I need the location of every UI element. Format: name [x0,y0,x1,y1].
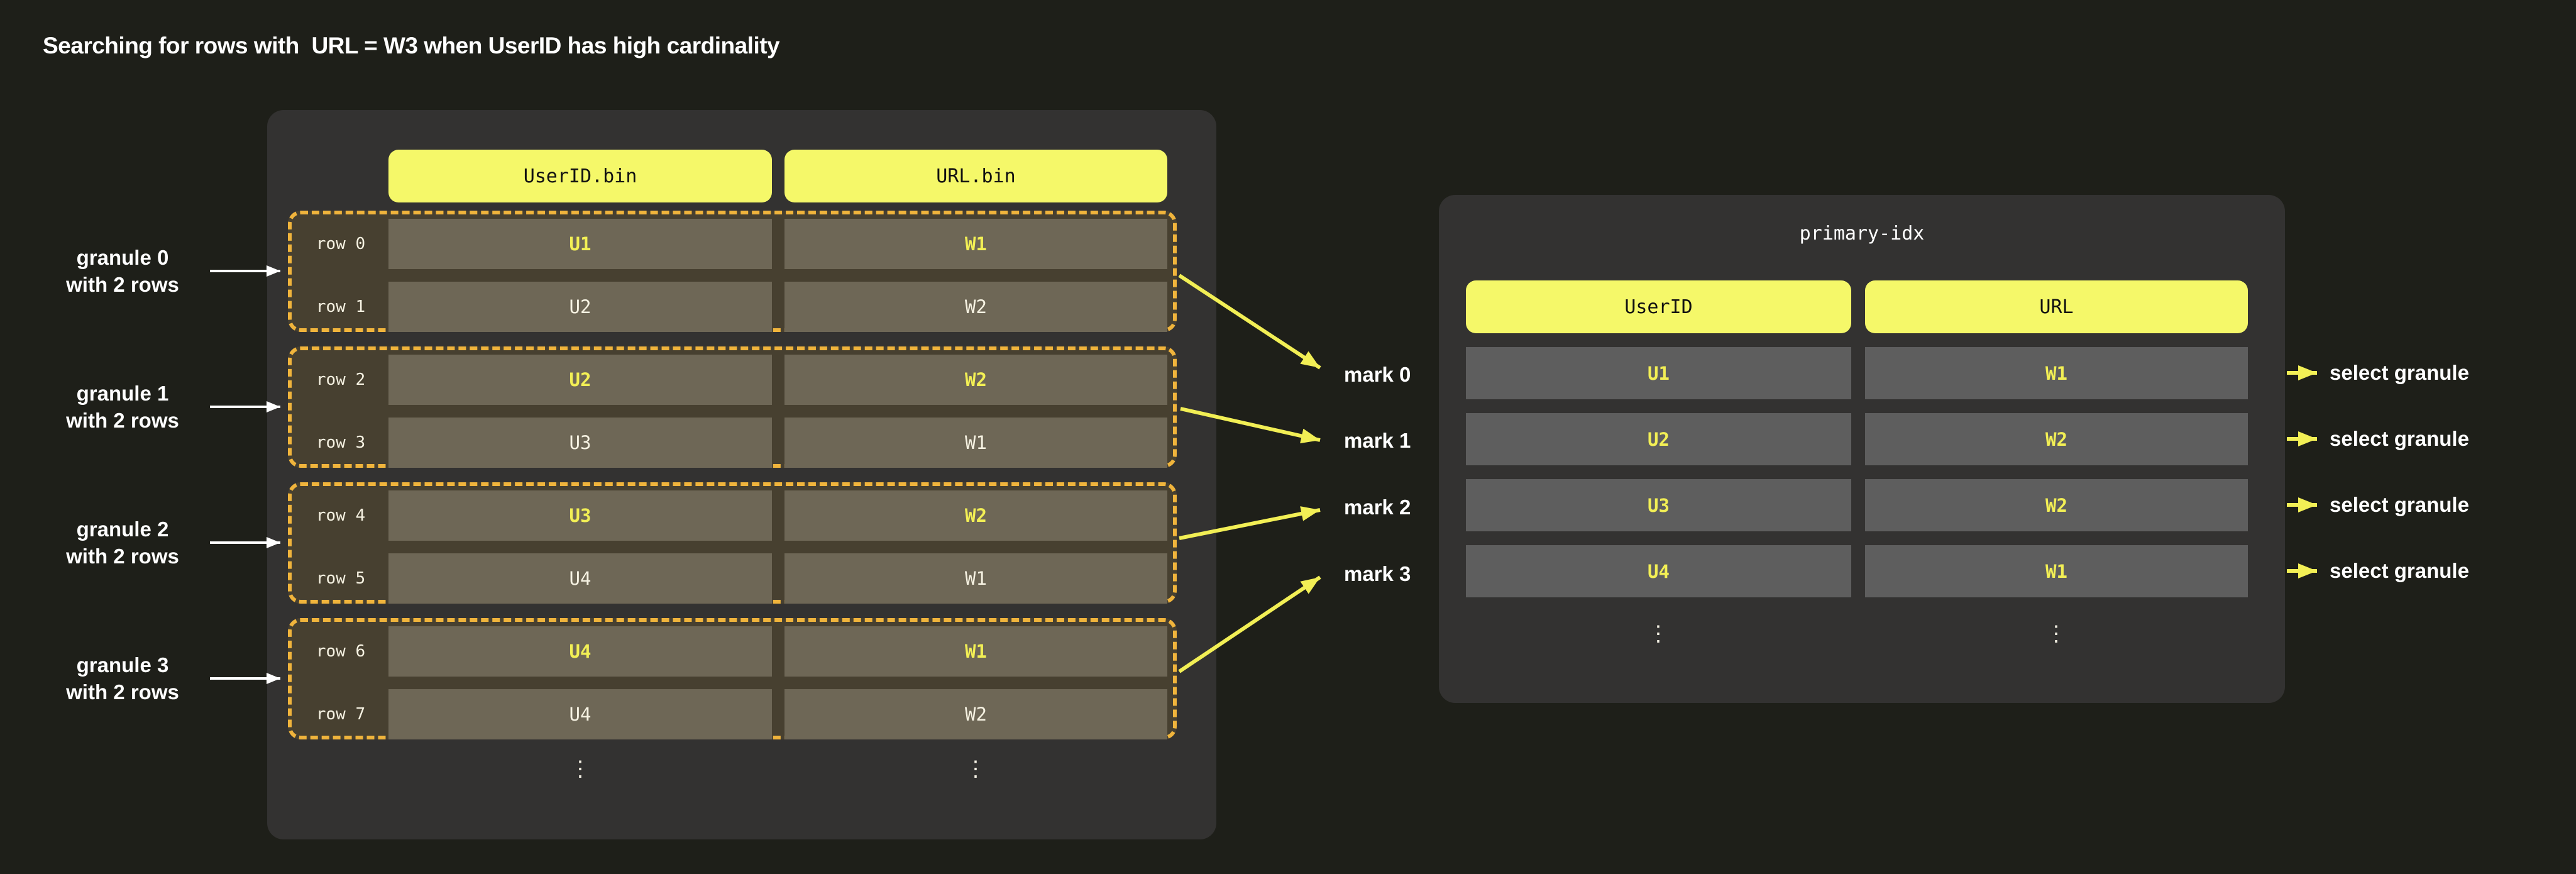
granule-2-label-line1: granule 2 [76,517,169,541]
index-cell-url: W2 [1865,413,2248,465]
row-label: row 5 [316,569,366,588]
row-label: row 2 [316,370,366,389]
granule-3-label-line1: granule 3 [76,653,169,677]
index-url-ellipsis: ⋮ [2045,621,2067,646]
select-granule-label-3: select granule [2330,559,2469,582]
table-cell-userid: U2 [388,282,772,332]
granule-box-0: row 0 U1 W1 row 1 U2 W2 [288,211,1177,332]
url-bin-header: URL.bin [784,150,1167,202]
granule-3-label: granule 3 with 2 rows [38,651,207,705]
table-cell-url: W1 [784,219,1167,269]
primary-index-panel: primary-idx UserID URL U1 W1 U2 W2 U3 W2… [1439,195,2285,703]
mark-1-label: mark 1 [1344,429,1411,452]
table-cell-url: W2 [784,355,1167,405]
table-cell-userid: U4 [388,553,772,604]
table-cell-url: W2 [784,282,1167,332]
row-label: row 4 [316,506,366,525]
index-cell-userid: U2 [1466,413,1851,465]
table-cell-url: W2 [784,490,1167,541]
url-column-ellipsis: ⋮ [965,756,986,782]
index-cell-userid: U4 [1466,545,1851,597]
url-header: URL [1865,280,2248,333]
mark-2-label: mark 2 [1344,495,1411,519]
granule-0-label: granule 0 with 2 rows [38,244,207,298]
mark-0-label: mark 0 [1344,363,1411,386]
table-cell-userid: U4 [388,626,772,677]
granule-box-2: row 4 U3 W2 row 5 U4 W1 [288,482,1177,604]
select-granule-label-0: select granule [2330,361,2469,384]
mark-3-label: mark 3 [1344,562,1411,585]
row-label: row 7 [316,705,366,724]
select-granule-label-2: select granule [2330,493,2469,516]
table-cell-url: W1 [784,626,1167,677]
primary-idx-title: primary-idx [1799,223,1925,245]
column-files-panel: UserID.bin URL.bin row 0 U1 W1 row 1 U2 … [267,110,1216,839]
index-cell-url: W1 [1865,347,2248,399]
granule-2-label-line2: with 2 rows [66,545,179,568]
userid-header: UserID [1466,280,1851,333]
granule-box-1: row 2 U2 W2 row 3 U3 W1 [288,346,1177,468]
index-cell-url: W2 [1865,479,2248,531]
row-label: row 0 [316,235,366,253]
table-cell-userid: U2 [388,355,772,405]
table-cell-userid: U1 [388,219,772,269]
granule-0-label-line2: with 2 rows [66,273,179,296]
granule-box-3: row 6 U4 W1 row 7 U4 W2 [288,618,1177,739]
granule-1-label-line2: with 2 rows [66,409,179,432]
page-title: Searching for rows with URL = W3 when Us… [43,33,780,58]
table-cell-url: W2 [784,689,1167,739]
table-cell-userid: U4 [388,689,772,739]
index-cell-userid: U1 [1466,347,1851,399]
granule-2-label: granule 2 with 2 rows [38,516,207,570]
index-userid-ellipsis: ⋮ [1648,621,1669,646]
row-label: row 6 [316,642,366,661]
row-label: row 3 [316,433,366,452]
select-granule-label-1: select granule [2330,427,2469,450]
table-cell-url: W1 [784,553,1167,604]
granule-1-label: granule 1 with 2 rows [38,380,207,434]
index-cell-url: W1 [1865,545,2248,597]
table-cell-url: W1 [784,418,1167,468]
index-cell-userid: U3 [1466,479,1851,531]
row-label: row 1 [316,297,366,316]
userid-bin-header: UserID.bin [388,150,772,202]
granule-1-label-line1: granule 1 [76,382,169,405]
table-cell-userid: U3 [388,490,772,541]
granule-3-label-line2: with 2 rows [66,680,179,704]
granule-0-label-line1: granule 0 [76,246,169,269]
userid-column-ellipsis: ⋮ [570,756,591,782]
table-cell-userid: U3 [388,418,772,468]
